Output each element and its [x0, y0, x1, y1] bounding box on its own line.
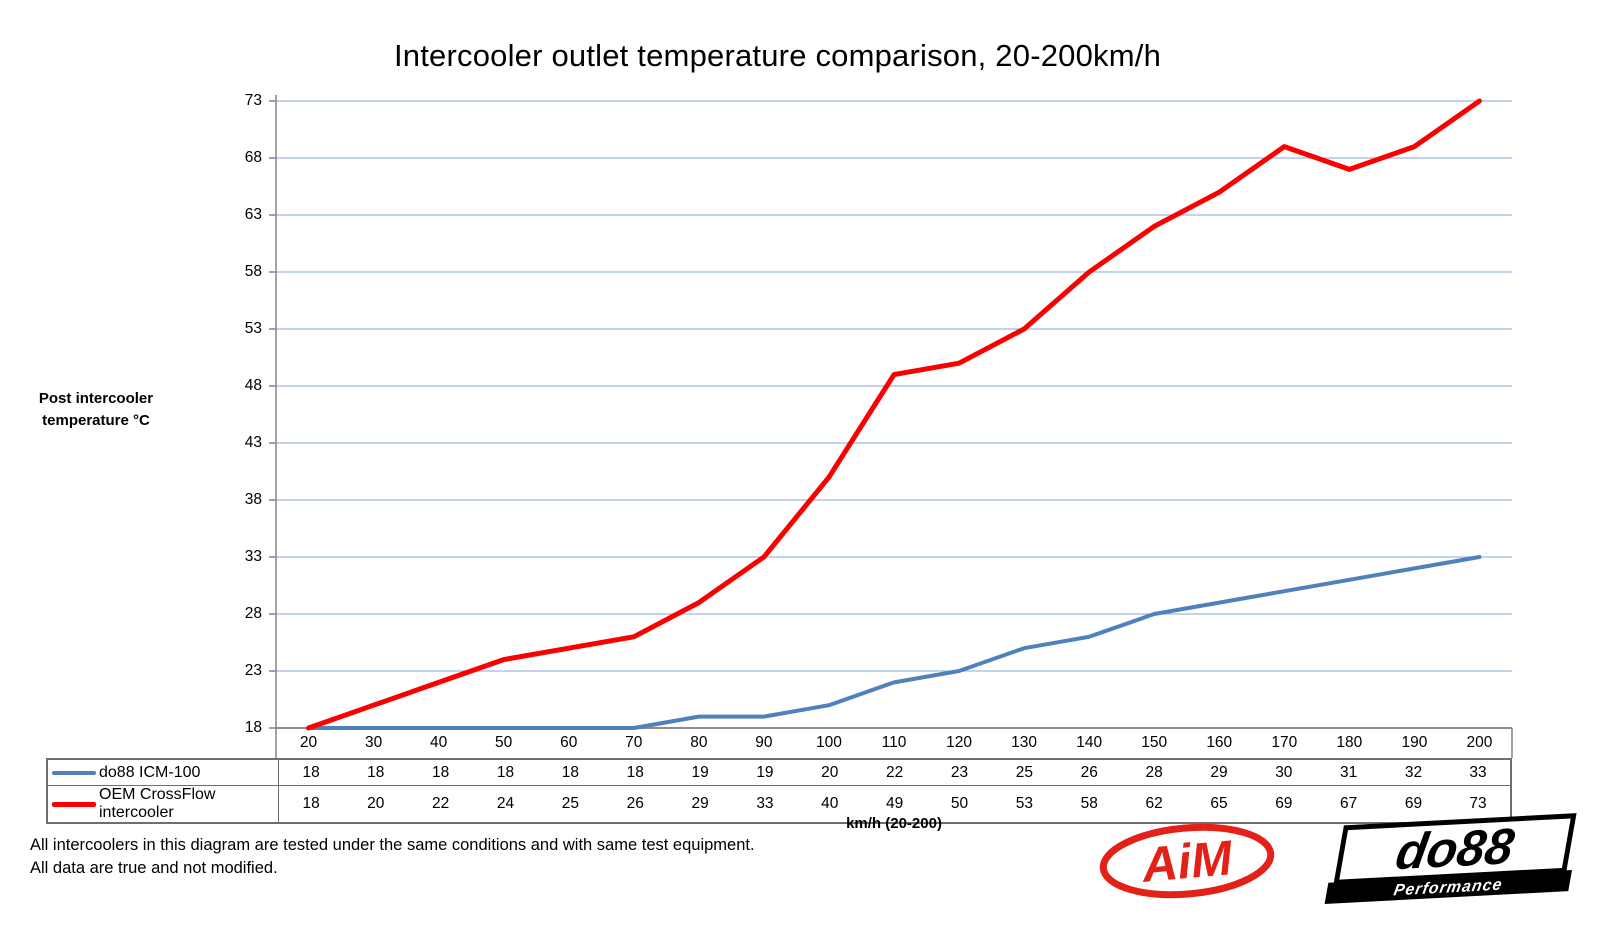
legend-cell: OEM CrossFlow intercooler	[47, 785, 279, 823]
x-tick-label: 30	[364, 734, 383, 751]
y-tick-label: 33	[244, 548, 262, 565]
table-cell: 26	[1080, 763, 1098, 781]
table-cell: 25	[1015, 763, 1033, 781]
y-tick-label: 38	[244, 491, 262, 508]
table-cell: 18	[302, 763, 320, 781]
table-cell: 20	[821, 763, 839, 781]
y-tick-label: 48	[244, 377, 262, 394]
table-cell: 31	[1340, 763, 1358, 781]
x-tick-label: 200	[1466, 734, 1493, 751]
y-tick-label: 68	[244, 149, 262, 166]
y-tick-label: 73	[244, 92, 262, 109]
x-tick-label: 130	[1011, 734, 1038, 751]
x-tick-label: 100	[816, 734, 842, 751]
table-cell: 65	[1186, 785, 1252, 823]
y-tick-label: 23	[244, 662, 262, 679]
table-cell: 22	[886, 763, 904, 781]
table-cell: 50	[927, 785, 992, 823]
chart-title: Intercooler outlet temperature compariso…	[393, 38, 1162, 73]
table-row: OEM CrossFlow intercooler 18 20 22 24 25 26 29 3…	[47, 785, 1511, 823]
x-tick-label: 110	[881, 734, 907, 751]
x-tick-label: 140	[1076, 734, 1103, 751]
legend-cell: do88 ICM-100	[47, 759, 279, 786]
do88-logo-subtext: Performance	[1392, 876, 1504, 900]
table-cell: 19	[691, 763, 709, 781]
table-cell: 18	[278, 785, 344, 823]
legend-label: do88 ICM-100	[99, 763, 201, 781]
x-tick-label: 180	[1336, 734, 1363, 751]
x-tick-label: 20	[299, 734, 318, 751]
table-cell: 49	[862, 785, 928, 823]
x-tick-label: 50	[495, 734, 513, 751]
y-axis-title: Post intercooler temperature °C	[30, 388, 162, 432]
table-cell: 23	[950, 763, 969, 781]
footnote: All intercoolers in this diagram are tes…	[30, 834, 755, 881]
do88-logo-bar	[1324, 869, 1573, 904]
x-tick-label: 70	[625, 734, 643, 751]
table-cell: 18	[561, 763, 579, 781]
legend-line-swatch	[52, 770, 96, 775]
x-axis-title: km/h (20-200)	[846, 815, 942, 832]
table-cell: 33	[732, 785, 798, 823]
y-tick-label: 53	[244, 320, 262, 337]
table-row: do88 ICM-100 18 18 18 18 18 18 19 19 20 22 23 25 26 28…	[47, 759, 1511, 786]
table-cell: 29	[1210, 763, 1228, 781]
footnote-line1: All intercoolers in this diagram are tes…	[30, 836, 755, 854]
series-line-do88-icm-100	[306, 555, 1482, 730]
table-cell: 25	[537, 785, 603, 823]
y-tick-label: 18	[244, 719, 262, 736]
legend-label: OEM CrossFlow intercooler	[99, 786, 216, 821]
x-tick-label: 120	[946, 734, 972, 751]
aim-logo-ellipse	[1099, 823, 1275, 899]
table-cell: 32	[1404, 763, 1423, 781]
table-cell: 67	[1316, 785, 1382, 823]
table-cell: 33	[1469, 763, 1487, 781]
x-tick-label: 150	[1141, 734, 1168, 751]
table-cell: 30	[1275, 763, 1293, 781]
do88-logo: do88 Performance	[1324, 813, 1577, 904]
table-cell: 73	[1445, 785, 1511, 823]
do88-logo-text: do88	[1392, 817, 1519, 880]
y-axis-title-line2: temperature °C	[42, 411, 150, 429]
x-tick-label: 40	[430, 734, 448, 751]
table-cell: 18	[367, 763, 385, 781]
y-tick-label: 43	[244, 434, 262, 451]
y-axis-title-line1: Post intercooler	[38, 390, 154, 407]
table-cell: 29	[667, 785, 733, 823]
aim-logo: AiM	[1099, 823, 1275, 899]
chart-data-table: do88 ICM-100 18 18 18 18 18 18 19 19 20 22 23 25 26 28…	[46, 758, 1512, 824]
y-tick-label: 58	[244, 263, 262, 280]
x-tick-label: 160	[1206, 734, 1233, 751]
table-cell: 69	[1381, 785, 1446, 823]
table-cell: 69	[1251, 785, 1317, 823]
aim-logo-text: AiM	[1139, 831, 1235, 893]
table-cell: 53	[991, 785, 1057, 823]
table-cell: 40	[797, 785, 863, 823]
table-cell: 58	[1056, 785, 1122, 823]
x-tick-label: 80	[690, 734, 708, 751]
x-tick-label: 170	[1271, 734, 1298, 751]
x-tick-label: 190	[1401, 734, 1428, 751]
series-line-oem-crossflow-intercooler	[306, 98, 1482, 731]
table-cell: 62	[1121, 785, 1187, 823]
table-cell: 26	[602, 785, 668, 823]
table-cell: 22	[408, 785, 474, 823]
table-cell: 18	[626, 763, 644, 781]
table-cell: 18	[496, 763, 515, 781]
legend-line-swatch	[52, 801, 96, 807]
table-cell: 20	[343, 785, 409, 823]
table-cell: 24	[473, 785, 538, 823]
x-tick-label: 60	[560, 734, 578, 751]
y-tick-label: 28	[244, 605, 262, 622]
y-tick-label: 63	[244, 206, 262, 223]
table-cell: 28	[1145, 763, 1163, 781]
table-cell: 18	[432, 763, 450, 781]
table-cell: 19	[756, 763, 774, 781]
footnote-line2: All data are true and not modified.	[30, 859, 278, 878]
x-tick-label: 90	[755, 734, 773, 751]
